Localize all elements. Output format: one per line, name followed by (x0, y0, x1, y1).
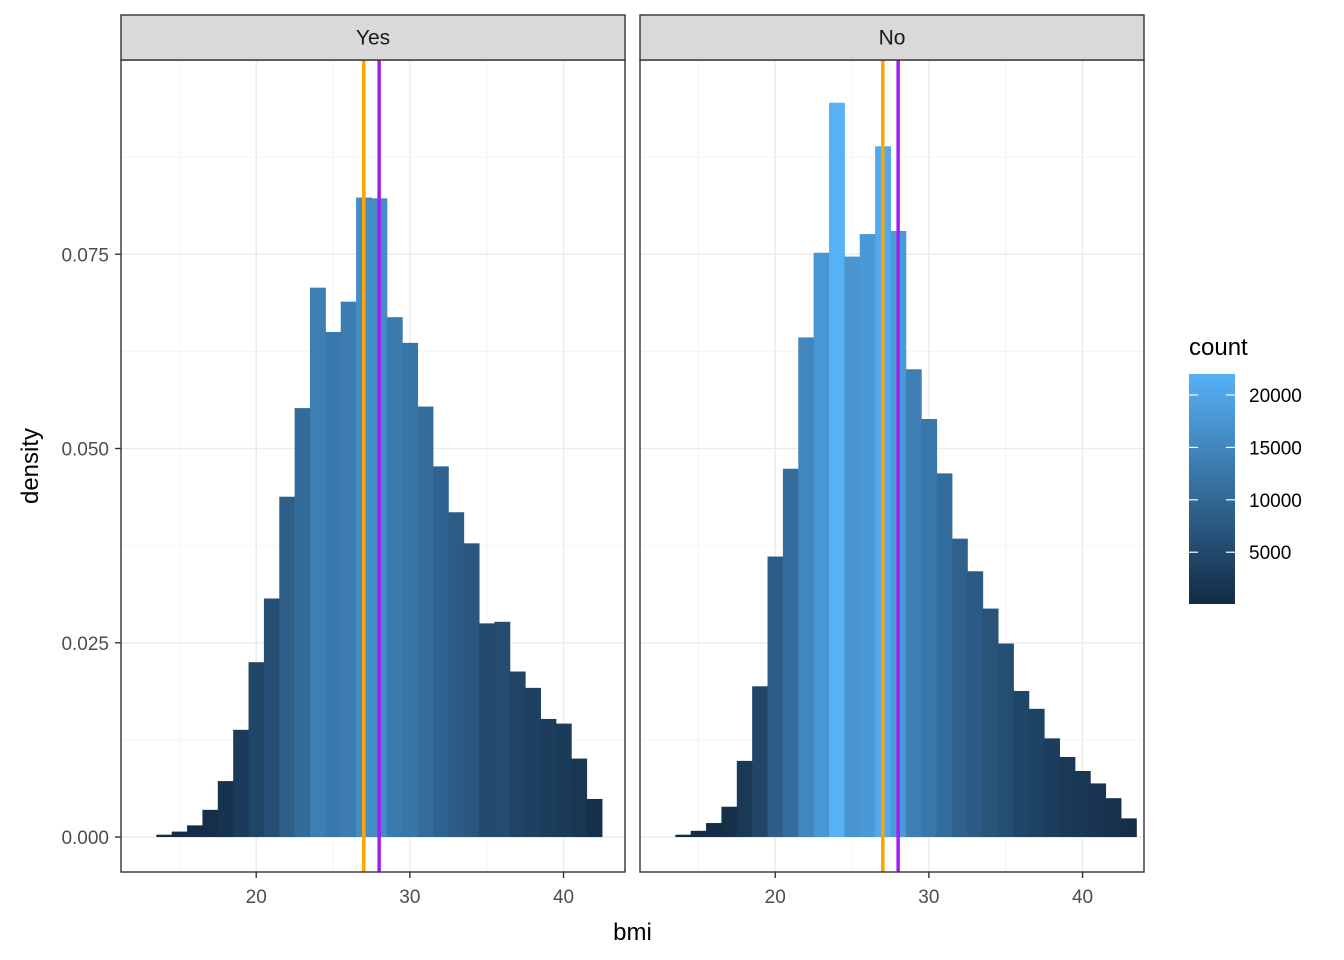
histogram-bar (479, 623, 495, 838)
facet-strip (639, 14, 1145, 61)
x-tick-label: 30 (918, 887, 939, 908)
histogram-bar (217, 781, 234, 838)
facet-panel-yes: Yes 20 30 40 0.000 0.025 0.050 0.075 (61, 14, 626, 908)
legend-tick-label: 5000 (1249, 543, 1291, 564)
histogram-bar (402, 342, 419, 838)
histogram-bar (752, 686, 769, 838)
x-tick-label: 20 (246, 887, 267, 908)
facet-strip-label: No (879, 27, 906, 50)
histogram-bar (448, 512, 465, 838)
count-legend: count 5000 10000 15000 20000 (1189, 334, 1302, 604)
histogram-bar (509, 671, 526, 838)
histogram-bar (263, 598, 280, 838)
histogram-bar (782, 468, 799, 838)
histogram-bar (905, 369, 922, 838)
histogram-bar (1074, 770, 1091, 838)
histogram-bar (555, 723, 572, 838)
histogram-bar (767, 556, 784, 838)
histogram-bar (1059, 756, 1076, 838)
histogram-bar (279, 496, 296, 838)
x-tick-label: 40 (553, 887, 574, 908)
histogram-bar (463, 543, 480, 838)
y-axis-title: density (17, 428, 44, 504)
histogram-bar (187, 825, 203, 838)
histogram-bar (1105, 798, 1122, 838)
x-tick-label: 30 (399, 887, 420, 908)
x-axis-title: bmi (613, 919, 652, 946)
facet-strip (120, 14, 626, 61)
histogram-bar (951, 538, 968, 838)
histogram-bar (586, 798, 603, 838)
histogram-bar (1013, 690, 1030, 838)
legend-tick-label: 10000 (1249, 491, 1302, 512)
histogram-bar (248, 662, 265, 838)
histogram-bar (936, 473, 953, 838)
legend-tick-label: 15000 (1249, 438, 1302, 459)
histogram-bar (921, 418, 938, 838)
y-tick-label: 0.000 (61, 828, 109, 849)
histogram-bar (233, 729, 250, 838)
histogram-bar (571, 758, 588, 838)
histogram-bar (494, 621, 511, 838)
histogram-bar (310, 287, 326, 838)
histogram-bar (829, 102, 845, 838)
histogram-bar (721, 806, 738, 838)
facet-panel-no: No 20 30 40 (639, 14, 1145, 908)
histogram-bar (202, 809, 219, 838)
histogram-bar (156, 834, 173, 838)
histogram-bar (1028, 708, 1045, 838)
histogram-bar (706, 823, 722, 838)
histogram-bar (432, 466, 449, 838)
legend-colorbar (1189, 374, 1235, 604)
histogram-bar (540, 718, 557, 838)
histogram-bar (525, 687, 541, 838)
histogram-bar (325, 331, 342, 838)
histogram-bar (690, 830, 707, 838)
y-tick-label: 0.025 (61, 634, 109, 655)
histogram-bar (998, 643, 1014, 838)
histogram-bar (294, 408, 311, 838)
histogram-bar (736, 760, 753, 838)
y-tick-label: 0.075 (61, 245, 109, 266)
histogram-bar (967, 571, 984, 838)
histogram-bar (982, 608, 999, 838)
histogram-bar (171, 831, 188, 838)
histogram-bar (1120, 818, 1137, 838)
histogram-bar (675, 834, 692, 838)
histogram-bar (417, 406, 434, 838)
histogram-bar (813, 252, 830, 838)
histogram-bar (798, 337, 815, 838)
legend-title: count (1189, 334, 1248, 361)
x-tick-label: 20 (765, 887, 786, 908)
legend-tick-label: 20000 (1249, 386, 1302, 407)
histogram-bar (859, 234, 876, 838)
facet-strip-label: Yes (356, 27, 390, 50)
facet-panels: Yes 20 30 40 0.000 0.025 0.050 0.075 No 20 30 40 (61, 14, 1145, 908)
histogram-bar (1090, 783, 1107, 838)
y-tick-label: 0.050 (61, 440, 109, 461)
histogram-bar (1044, 738, 1060, 838)
x-tick-label: 40 (1072, 887, 1093, 908)
histogram-bar (386, 317, 403, 838)
histogram-bar (340, 301, 357, 838)
histogram-bar (844, 256, 861, 838)
